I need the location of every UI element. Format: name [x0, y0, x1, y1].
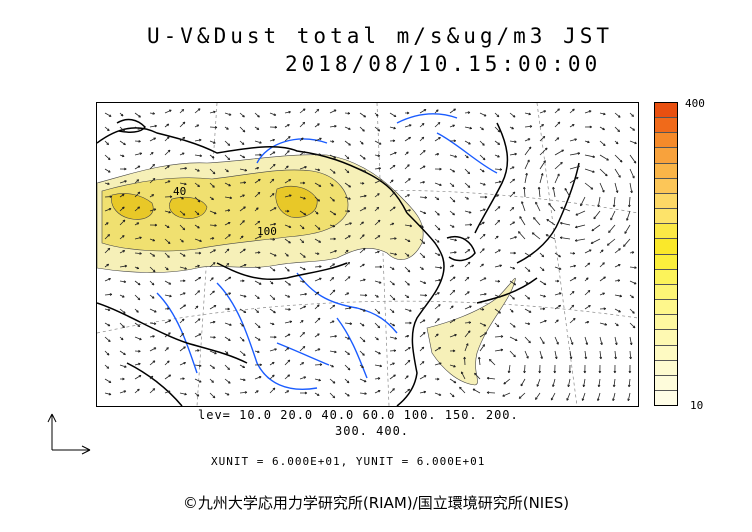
colorbar-segment: [655, 118, 677, 134]
contour-levels-line2: 300. 400.: [335, 424, 410, 438]
dust-colorbar: [654, 102, 678, 406]
colorbar-segment: [655, 375, 677, 391]
colorbar-segment: [655, 133, 677, 149]
coastlines-borders: [97, 118, 580, 406]
colorbar-segment: [655, 360, 677, 376]
colorbar-segment: [655, 239, 677, 255]
dust-region-strong-3: [275, 186, 318, 218]
colorbar-segment: [655, 209, 677, 225]
colorbar-segment: [655, 284, 677, 301]
colorbar-segment: [655, 345, 677, 361]
contour-levels-line1: lev= 10.0 20.0 40.0 60.0 100. 150. 200.: [198, 408, 519, 422]
colorbar-segment: [655, 300, 677, 316]
contour-label-40: 40: [173, 185, 186, 198]
colorbar-segment: [655, 163, 677, 179]
reference-vector-axes-icon: [47, 413, 91, 455]
colorbar-min-label: 10: [690, 399, 704, 412]
colorbar-segment: [655, 315, 677, 331]
map-title: U-V&Dust total m/s&ug/m3 JST: [147, 24, 614, 48]
colorbar-segment: [655, 224, 677, 240]
dust-concentration-contours: 40 100: [97, 154, 516, 386]
colorbar-segment: [655, 148, 677, 164]
colorbar-segment: [655, 193, 677, 210]
contour-label-100: 100: [257, 225, 277, 238]
vector-unit-info: XUNIT = 6.000E+01, YUNIT = 6.000E+01: [211, 455, 486, 468]
wind-vector-field: [104, 108, 637, 402]
dust-wind-map: 40 100: [96, 102, 639, 407]
map-datetime: 2018/08/10.15:00:00: [285, 52, 602, 76]
rivers: [156, 113, 498, 390]
dust-region-light-plume: [426, 277, 516, 386]
colorbar-segment: [655, 103, 677, 119]
colorbar-segment: [655, 254, 677, 270]
dust-region-strong-1: [111, 193, 154, 220]
colorbar-segment: [655, 390, 677, 406]
copyright-notice: ©九州大学応用力学研究所(RIAM)/国立環境研究所(NIES): [182, 494, 570, 512]
colorbar-segment: [655, 269, 677, 285]
colorbar-segment: [655, 330, 677, 346]
colorbar-max-label: 400: [685, 97, 705, 110]
colorbar-segment: [655, 178, 677, 194]
